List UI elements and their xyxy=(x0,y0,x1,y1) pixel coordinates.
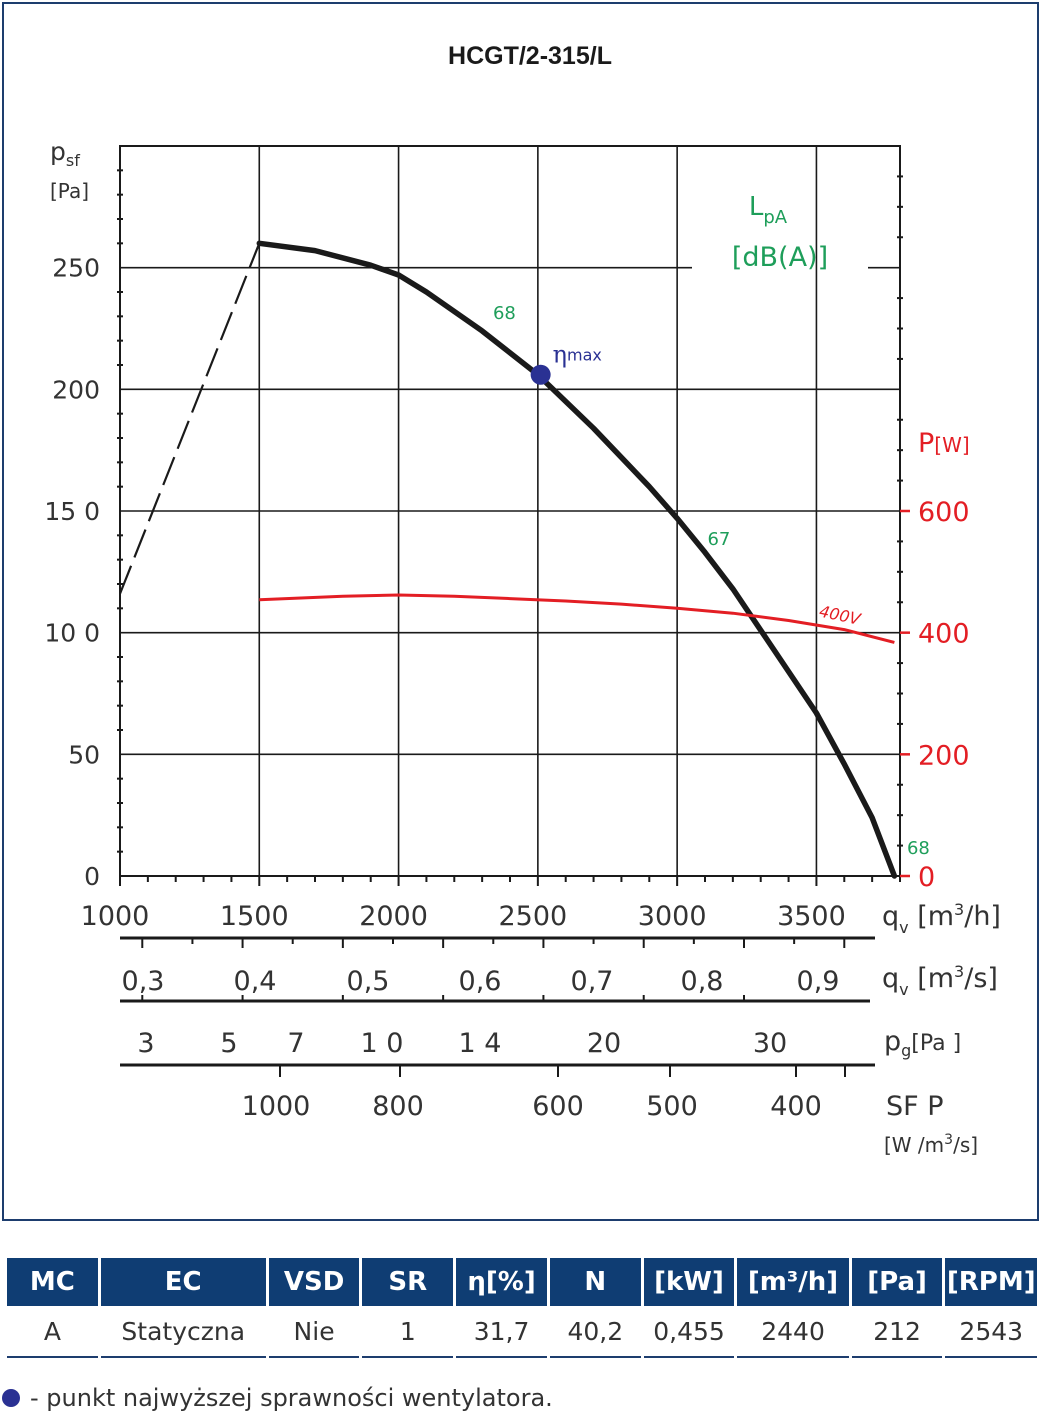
power-tick-label: 400 xyxy=(918,619,970,650)
qv-s-tick-label: 0,6 xyxy=(459,966,502,997)
qv-s-tick-label: 0,5 xyxy=(347,966,390,997)
header-kw: [kW] xyxy=(643,1258,735,1306)
y-axis-unit: [Pa] xyxy=(50,179,89,203)
x-tick-label: 2000 xyxy=(359,901,428,932)
qv-h-axis-label: qv [m3/h] xyxy=(882,900,1001,937)
eta-max-legend-dot-icon xyxy=(2,1389,20,1407)
power-curve xyxy=(259,593,895,644)
header-n: N xyxy=(549,1258,641,1306)
y-tick-label: 10 0 xyxy=(44,619,100,648)
cell-vsd: Nie xyxy=(268,1306,360,1358)
noise-level-label: 68 xyxy=(907,838,930,859)
qv-s-tick-label: 0,4 xyxy=(234,966,277,997)
unstable-curve xyxy=(118,242,261,595)
x-tick-label: 1500 xyxy=(220,901,289,932)
cell-eta: 31,7 xyxy=(456,1306,547,1358)
pg-tick-label: 20 xyxy=(587,1028,621,1059)
x-tick-label: 2500 xyxy=(498,901,567,932)
pg-tick-label: 30 xyxy=(753,1028,787,1059)
power-tick-label: 600 xyxy=(918,497,970,528)
power-tick-label: 0 xyxy=(918,862,935,893)
chart-title: HCGT/2-315/L xyxy=(448,42,612,70)
cell-mc: A xyxy=(7,1306,98,1358)
lpa-unit: [dB(A)] xyxy=(732,242,828,273)
qv-s-tick-label: 0,7 xyxy=(571,966,614,997)
header-mc: MC xyxy=(7,1258,98,1306)
sfp-tick-label: 400 xyxy=(770,1091,822,1122)
chart-frame xyxy=(2,2,1039,1221)
header-sr: SR xyxy=(362,1258,454,1306)
footnote: - punkt najwyższej sprawności wentylator… xyxy=(2,1384,553,1412)
y-tick-label: 0 xyxy=(84,862,100,891)
x-tick-label: 3000 xyxy=(638,901,707,932)
pg-tick-label: 5 xyxy=(220,1028,237,1059)
cell-ec: Statyczna xyxy=(100,1306,266,1358)
pg-tick-label: 1 0 xyxy=(361,1028,404,1059)
y-tick-label: 50 xyxy=(68,740,100,769)
header-ec: EC xyxy=(100,1258,266,1306)
cell-flow: 2440 xyxy=(737,1306,849,1358)
eta-max-point xyxy=(530,364,551,385)
y-axis-label: psf xyxy=(50,137,80,170)
x-tick-label: 3500 xyxy=(777,901,846,932)
header-rpm: [RPM] xyxy=(945,1258,1037,1306)
pressure-curve xyxy=(256,240,898,879)
header-vsd: VSD xyxy=(268,1258,360,1306)
cell-sr: 1 xyxy=(362,1306,454,1358)
eta-max-label: ηmax xyxy=(553,341,602,369)
y-tick-label: 15 0 xyxy=(44,497,100,526)
noise-level-label: 67 xyxy=(707,529,730,550)
cell-rpm: 2543 xyxy=(945,1306,1037,1358)
axis-layer xyxy=(117,169,910,886)
secondary-axes xyxy=(120,936,875,1077)
pg-axis-label: pg[Pa ] xyxy=(884,1026,961,1060)
sfp-axis-label: SF P xyxy=(886,1091,944,1122)
qv-s-tick-label: 0,3 xyxy=(122,966,165,997)
qv-s-tick-label: 0,9 xyxy=(797,966,840,997)
sfp-tick-label: 600 xyxy=(532,1091,584,1122)
table-header-row: MC EC VSD SR η[%] N [kW] [m³/h] [Pa] [RP… xyxy=(7,1258,1037,1306)
pg-tick-label: 7 xyxy=(287,1028,304,1059)
spec-table: MC EC VSD SR η[%] N [kW] [m³/h] [Pa] [RP… xyxy=(4,1258,1040,1358)
sfp-tick-label: 500 xyxy=(646,1091,698,1122)
pg-tick-label: 1 4 xyxy=(459,1028,502,1059)
sfp-tick-label: 1000 xyxy=(242,1091,311,1122)
table-row: A Statyczna Nie 1 31,7 40,2 0,455 2440 2… xyxy=(7,1306,1037,1358)
curve-layer xyxy=(118,240,898,879)
cell-kw: 0,455 xyxy=(643,1306,735,1358)
qv-s-axis-label: qv [m3/s] xyxy=(882,962,998,999)
power-tick-label: 200 xyxy=(918,740,970,771)
sfp-axis-unit: [W /m3/s] xyxy=(884,1132,978,1157)
sfp-tick-label: 800 xyxy=(372,1091,424,1122)
pg-tick-label: 3 xyxy=(137,1028,154,1059)
x-tick-label: 1000 xyxy=(81,901,150,932)
header-pa: [Pa] xyxy=(851,1258,943,1306)
cell-pa: 212 xyxy=(851,1306,943,1358)
header-flow: [m³/h] xyxy=(737,1258,849,1306)
power-axis-label: P[W] xyxy=(918,428,970,459)
header-eta: η[%] xyxy=(456,1258,547,1306)
y-tick-label: 200 xyxy=(52,375,100,404)
footnote-text: - punkt najwyższej sprawności wentylator… xyxy=(30,1384,553,1412)
qv-s-tick-label: 0,8 xyxy=(681,966,724,997)
lpa-label: LpA xyxy=(749,192,788,228)
y-tick-label: 250 xyxy=(52,254,100,283)
cell-n: 40,2 xyxy=(549,1306,641,1358)
noise-level-label: 68 xyxy=(493,303,516,324)
